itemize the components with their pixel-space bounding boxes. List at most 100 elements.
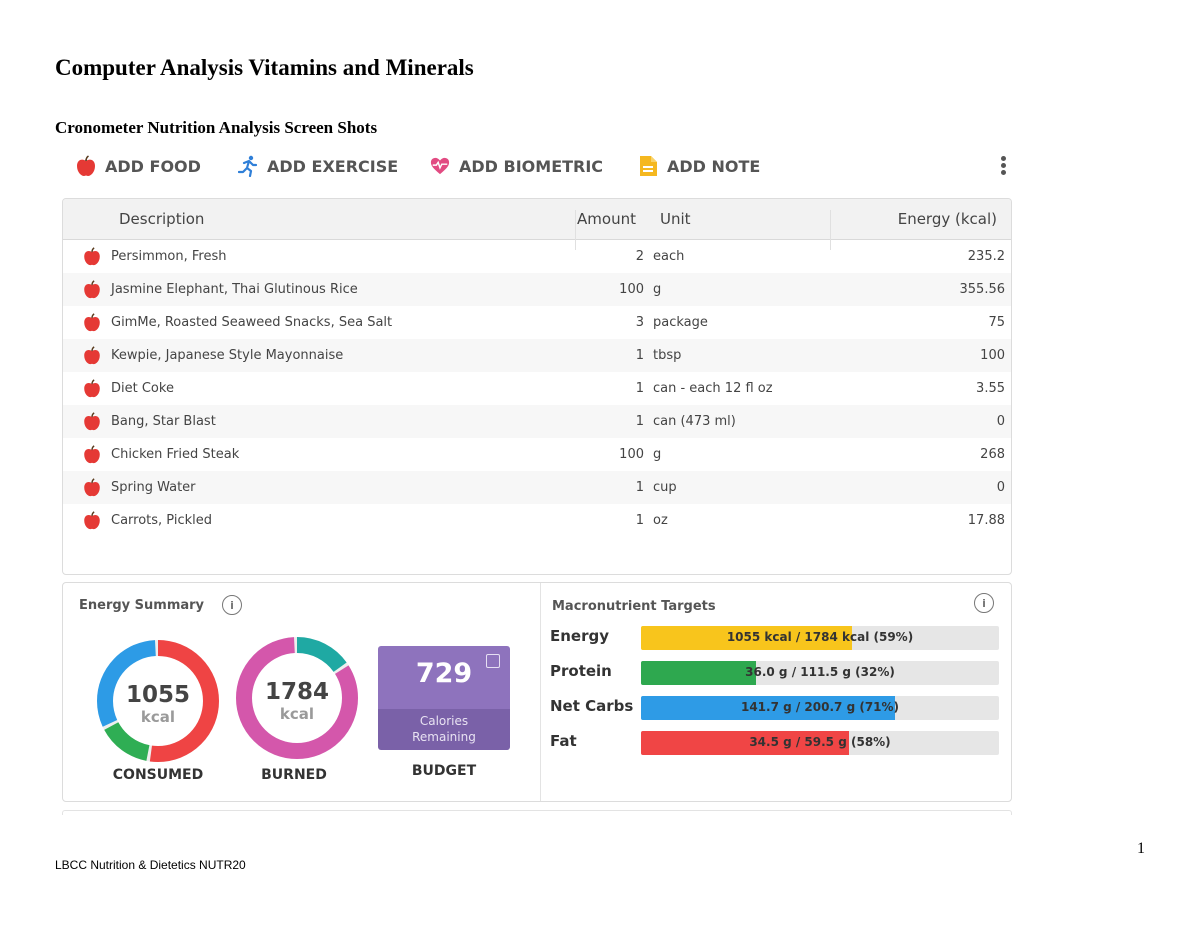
table-body: Persimmon, Fresh 2 each 235.2 Jasmine Elepha… (63, 240, 1011, 537)
add-biometric-button[interactable]: ADD BIOMETRIC (430, 152, 603, 180)
consumed-donut-segment (97, 640, 219, 762)
macro-row[interactable]: Protein 36.0 g / 111.5 g (32%) (550, 661, 1000, 685)
macro-progress-text: 34.5 g / 59.5 g (58%) (749, 735, 891, 749)
food-energy: 268 (980, 447, 1005, 462)
consumed-donut-segment (97, 640, 219, 762)
table-header: Description Amount Unit Energy (kcal) (63, 199, 1011, 250)
summary-panel: Energy Summary i 1055 kcal CONSUMED 1784… (62, 582, 1012, 802)
budget-caption-line2: Remaining (412, 730, 476, 744)
table-row[interactable]: Carrots, Pickled 1 oz 17.88 (63, 504, 1011, 537)
scale-icon (486, 654, 500, 668)
food-energy: 3.55 (976, 381, 1005, 396)
column-header-energy[interactable]: Energy (kcal) (897, 210, 997, 228)
food-unit[interactable]: package (653, 315, 708, 330)
column-divider (830, 210, 831, 250)
food-amount[interactable]: 1 (635, 480, 644, 495)
energy-summary-title: Energy Summary (79, 598, 205, 613)
macro-row[interactable]: Net Carbs 141.7 g / 200.7 g (71%) (550, 696, 1000, 720)
page-number: 1 (1137, 840, 1145, 857)
food-amount[interactable]: 2 (635, 249, 644, 264)
macro-name: Energy (550, 627, 610, 645)
apple-icon (76, 155, 96, 177)
food-energy: 235.2 (967, 249, 1005, 264)
burned-donut-segment (236, 637, 358, 759)
table-row[interactable]: Bang, Star Blast 1 can (473 ml) 0 (63, 405, 1011, 438)
food-unit[interactable]: cup (653, 480, 677, 495)
food-description: Diet Coke (111, 381, 174, 396)
food-amount[interactable]: 100 (619, 447, 644, 462)
food-amount[interactable]: 1 (635, 414, 644, 429)
burned-unit: kcal (280, 705, 314, 723)
table-row[interactable]: GimMe, Roasted Seaweed Snacks, Sea Salt 3… (63, 306, 1011, 339)
macro-name: Fat (550, 732, 577, 750)
macro-progress-bar: 141.7 g / 200.7 g (71%) (641, 696, 999, 720)
macro-row[interactable]: Energy 1055 kcal / 1784 kcal (59%) (550, 626, 1000, 650)
diary-toolbar: ADD FOOD ADD EXERCISE ADD BIOMETRIC ADD … (76, 152, 1016, 180)
table-row[interactable]: Spring Water 1 cup 0 (63, 471, 1011, 504)
macro-targets-info-icon[interactable]: i (974, 593, 994, 613)
burned-label: BURNED (261, 767, 327, 783)
add-note-button[interactable]: ADD NOTE (638, 152, 760, 180)
column-divider (575, 210, 576, 250)
food-description: GimMe, Roasted Seaweed Snacks, Sea Salt (111, 315, 393, 330)
energy-summary-info-icon[interactable]: i (222, 595, 242, 615)
consumed-unit: kcal (141, 708, 175, 726)
food-amount[interactable]: 1 (635, 381, 644, 396)
food-description: Bang, Star Blast (111, 414, 216, 429)
food-unit[interactable]: each (653, 249, 685, 264)
food-diary-table: Description Amount Unit Energy (kcal) Pe… (62, 198, 1012, 575)
apple-icon (83, 247, 101, 266)
consumed-label: CONSUMED (112, 767, 204, 783)
add-food-button[interactable]: ADD FOOD (76, 152, 201, 180)
table-row[interactable]: Chicken Fried Steak 100 g 268 (63, 438, 1011, 471)
column-header-description[interactable]: Description (119, 210, 205, 228)
apple-icon (83, 478, 101, 497)
food-description: Kewpie, Japanese Style Mayonnaise (111, 348, 344, 363)
burned-donut-segment (236, 637, 358, 759)
budget-card-caption: Calories Remaining (378, 709, 510, 750)
macro-progress-text: 1055 kcal / 1784 kcal (59%) (726, 630, 914, 644)
macro-progress-fill (641, 731, 849, 755)
food-energy: 75 (988, 315, 1005, 330)
macro-row[interactable]: Fat 34.5 g / 59.5 g (58%) (550, 731, 1000, 755)
running-icon (238, 155, 258, 177)
document-footer: LBCC Nutrition & Dietetics NUTR20 (55, 858, 246, 872)
panel-divider (540, 583, 541, 801)
food-unit[interactable]: oz (653, 513, 668, 528)
burned-value: 1784 (265, 679, 329, 705)
apple-icon (83, 379, 101, 398)
food-unit[interactable]: tbsp (653, 348, 682, 363)
note-icon (638, 155, 658, 177)
burned-donut-chart: 1784 kcal (236, 637, 358, 759)
column-header-unit[interactable]: Unit (660, 210, 691, 228)
food-amount[interactable]: 100 (619, 282, 644, 297)
food-description: Chicken Fried Steak (111, 447, 240, 462)
food-description: Carrots, Pickled (111, 513, 213, 528)
food-energy: 0 (996, 480, 1005, 495)
add-exercise-button[interactable]: ADD EXERCISE (238, 152, 398, 180)
macro-progress-text: 141.7 g / 200.7 g (71%) (740, 700, 900, 714)
macro-progress-fill (641, 696, 896, 720)
food-unit[interactable]: g (653, 447, 662, 462)
more-options-icon[interactable] (998, 156, 1008, 178)
table-row[interactable]: Diet Coke 1 can - each 12 fl oz 3.55 (63, 372, 1011, 405)
table-row[interactable]: Kewpie, Japanese Style Mayonnaise 1 tbsp 10… (63, 339, 1011, 372)
macro-targets-title: Macronutrient Targets (552, 599, 716, 614)
table-row[interactable]: Persimmon, Fresh 2 each 235.2 (63, 240, 1011, 273)
food-amount[interactable]: 1 (635, 513, 644, 528)
budget-card-top: 729 (378, 646, 510, 709)
food-description: Jasmine Elephant, Thai Glutinous Rice (111, 282, 358, 297)
column-header-amount[interactable]: Amount (577, 210, 636, 228)
macro-name: Net Carbs (550, 697, 634, 715)
budget-card[interactable]: 729 Calories Remaining (378, 646, 510, 750)
food-unit[interactable]: can - each 12 fl oz (653, 381, 773, 396)
budget-value: 729 (415, 658, 473, 689)
macro-progress-bar: 34.5 g / 59.5 g (58%) (641, 731, 999, 755)
macro-progress-text: 36.0 g / 111.5 g (32%) (745, 665, 895, 679)
food-amount[interactable]: 1 (635, 348, 644, 363)
food-amount[interactable]: 3 (635, 315, 644, 330)
food-unit[interactable]: g (653, 282, 662, 297)
budget-label: BUDGET (411, 763, 477, 779)
food-unit[interactable]: can (473 ml) (653, 414, 736, 429)
table-row[interactable]: Jasmine Elephant, Thai Glutinous Rice 100… (63, 273, 1011, 306)
